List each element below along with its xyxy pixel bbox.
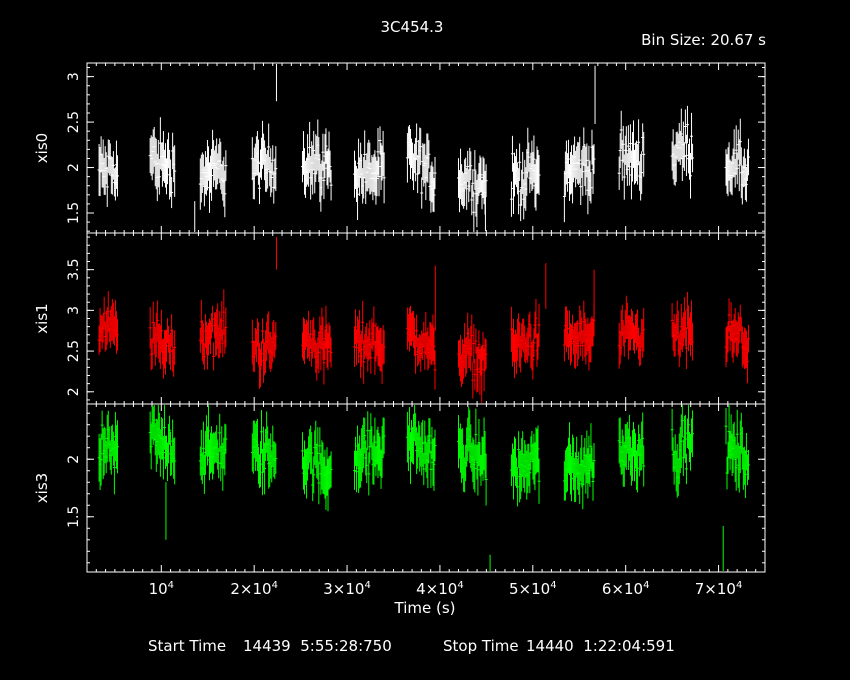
panel-xis0: 1.5 2 2.5 3 xis0 bbox=[33, 62, 766, 234]
xis1-ytick-label: 2.5 bbox=[66, 340, 82, 362]
x-tick-label: 6×104 bbox=[602, 580, 650, 598]
x-tick-label: 104 bbox=[149, 580, 174, 598]
xis0-points bbox=[97, 64, 750, 232]
x-axis-label: Time (s) bbox=[394, 599, 456, 617]
x-tick-label: 7×104 bbox=[695, 580, 743, 598]
chart-title: 3C454.3 bbox=[381, 18, 444, 36]
xis3-axis-label: xis3 bbox=[33, 473, 51, 503]
x-tick-label: 3×104 bbox=[323, 580, 371, 598]
xis3-frame bbox=[86, 403, 766, 573]
stop-time-label: Stop Time bbox=[443, 637, 519, 655]
x-tick-label: 2×104 bbox=[230, 580, 278, 598]
bin-size-label: Bin Size: 20.67 s bbox=[641, 31, 766, 49]
x-tick-label: 5×104 bbox=[509, 580, 557, 598]
xis0-axis-label: xis0 bbox=[33, 133, 51, 163]
xis0-ytick-label: 1.5 bbox=[66, 202, 82, 224]
xis1-points bbox=[97, 237, 750, 403]
xis1-axis-label: xis1 bbox=[33, 303, 51, 333]
xis0-ytick-label: 2 bbox=[66, 163, 82, 172]
start-time-value: 14439 5:55:28:750 bbox=[243, 637, 392, 655]
panel-xis3: 1.5 2 xis3 bbox=[33, 403, 766, 573]
xis1-ytick-label: 3 bbox=[66, 306, 82, 315]
xis0-ytick-label: 3 bbox=[66, 72, 82, 81]
xis0-ytick-label: 2.5 bbox=[66, 111, 82, 133]
xis1-ytick-label: 2 bbox=[66, 387, 82, 396]
stop-time-value: 14440 1:22:04:591 bbox=[526, 637, 675, 655]
x-tick-label: 4×104 bbox=[416, 580, 464, 598]
start-time-label: Start Time bbox=[148, 637, 226, 655]
xis1-ytick-label: 3.5 bbox=[66, 259, 82, 281]
xis3-ytick-label: 2 bbox=[66, 455, 82, 464]
xis3-ytick-label: 1.5 bbox=[66, 506, 82, 528]
xis3-points bbox=[97, 405, 750, 571]
panel-xis1: 2 2.5 3 3.5 xis1 bbox=[33, 232, 766, 405]
xis0-frame bbox=[86, 62, 766, 234]
